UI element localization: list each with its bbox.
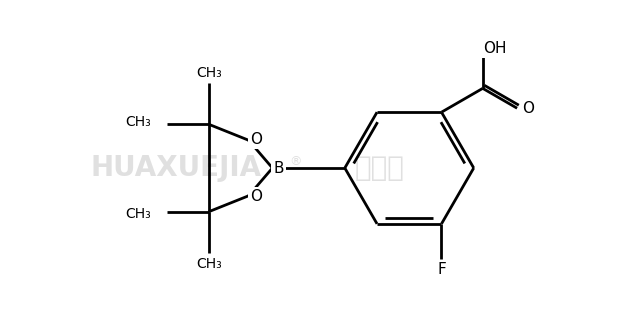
Text: CH₃: CH₃: [196, 257, 222, 271]
Text: CH₃: CH₃: [125, 207, 151, 221]
Text: F: F: [437, 262, 446, 277]
Text: OH: OH: [483, 41, 507, 56]
Text: HUAXUEJIA: HUAXUEJIA: [91, 154, 262, 182]
Text: B: B: [273, 161, 284, 175]
Text: ®: ®: [289, 155, 302, 168]
Text: 化学加: 化学加: [354, 154, 404, 182]
Text: O: O: [251, 189, 262, 204]
Text: O: O: [522, 101, 534, 116]
Text: CH₃: CH₃: [196, 66, 222, 80]
Text: O: O: [251, 132, 262, 147]
Text: CH₃: CH₃: [125, 115, 151, 129]
